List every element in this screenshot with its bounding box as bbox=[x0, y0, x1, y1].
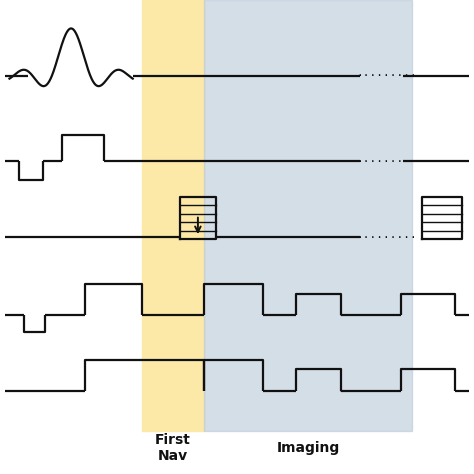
Text: .........: ......... bbox=[356, 68, 417, 79]
Text: Imaging: Imaging bbox=[276, 441, 340, 455]
Bar bbox=[204, 0, 412, 431]
Bar bbox=[142, 0, 204, 431]
Text: .........: ......... bbox=[337, 383, 398, 394]
Text: .........: ......... bbox=[356, 229, 417, 240]
Text: .........: ......... bbox=[356, 154, 417, 164]
Text: .........: ......... bbox=[337, 308, 398, 318]
Text: First
Nav: First Nav bbox=[155, 433, 191, 463]
